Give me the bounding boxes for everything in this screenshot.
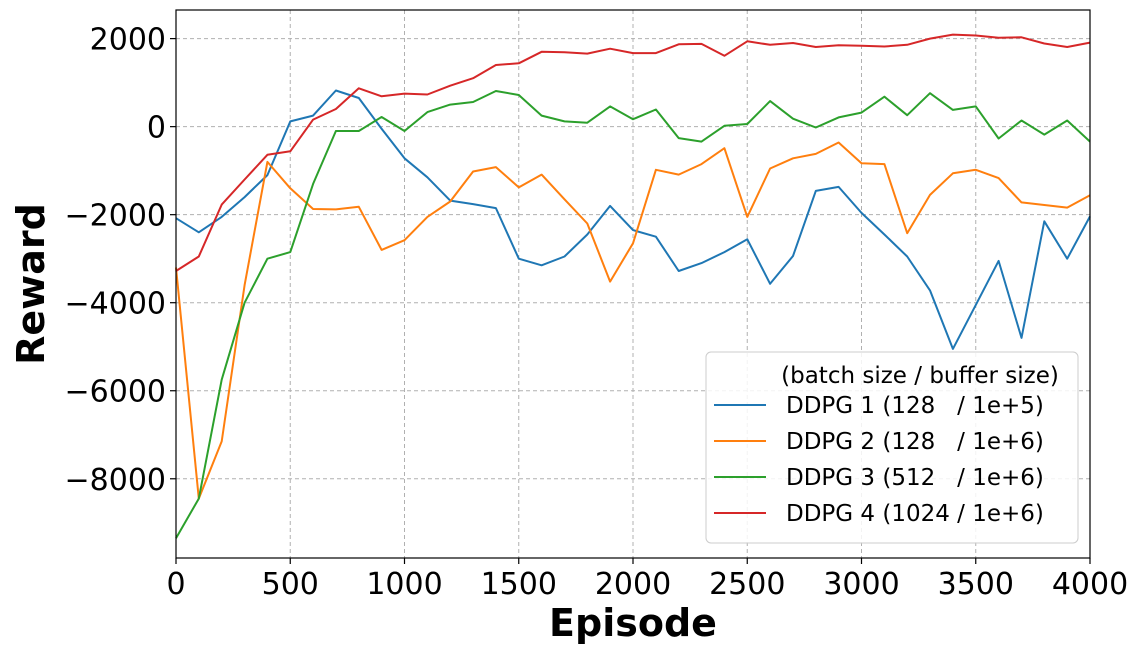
y-axis-ticks: −8000 −6000 −4000 −2000 0 2000 — [65, 23, 176, 498]
x-tick-label: 3500 — [938, 567, 1014, 602]
series-line-ddpg-1 — [175, 89, 1091, 350]
x-tick-label: 4000 — [1052, 567, 1128, 602]
legend-label-ddpg-1: DDPG 1 (128 / 1e+5) — [786, 393, 1044, 419]
x-tick-label: 1500 — [481, 567, 557, 602]
x-tick-label: 1000 — [366, 567, 442, 602]
y-tick-label: −8000 — [65, 463, 166, 498]
legend-box — [705, 351, 1079, 544]
series-line-ddpg-3 — [175, 90, 1091, 539]
legend-title: (batch size / buffer size) — [781, 363, 1059, 389]
y-tick-label: 0 — [147, 111, 166, 146]
legend-label-ddpg-3: DDPG 3 (512 / 1e+6) — [786, 465, 1044, 491]
y-tick-label: −6000 — [65, 375, 166, 410]
legend-label-ddpg-4: DDPG 4 (1024 / 1e+6) — [786, 501, 1044, 527]
x-tick-label: 2000 — [595, 567, 671, 602]
legend-label-ddpg-2: DDPG 2 (128 / 1e+6) — [786, 429, 1044, 455]
series-line-ddpg-2 — [175, 141, 1091, 500]
x-tick-label: 3000 — [823, 567, 899, 602]
x-tick-label: 0 — [166, 567, 185, 602]
legend-items: DDPG 1 (128 / 1e+5) DDPG 2 (128 / 1e+6) DD… — [714, 393, 1044, 527]
y-axis-title: Reward — [9, 203, 53, 365]
x-tick-label: 2500 — [709, 567, 785, 602]
y-tick-label: −4000 — [65, 287, 166, 322]
series-lines — [175, 33, 1091, 539]
legend: (batch size / buffer size) DDPG 1 (128 /… — [705, 351, 1079, 544]
series-line-ddpg-4 — [175, 33, 1091, 272]
y-tick-label: −2000 — [65, 199, 166, 234]
x-axis-ticks: 0 500 1000 1500 2000 2500 3000 3500 4000 — [166, 558, 1128, 602]
x-axis-title: Episode — [549, 601, 717, 645]
x-tick-label: 500 — [262, 567, 319, 602]
y-tick-label: 2000 — [90, 23, 166, 58]
